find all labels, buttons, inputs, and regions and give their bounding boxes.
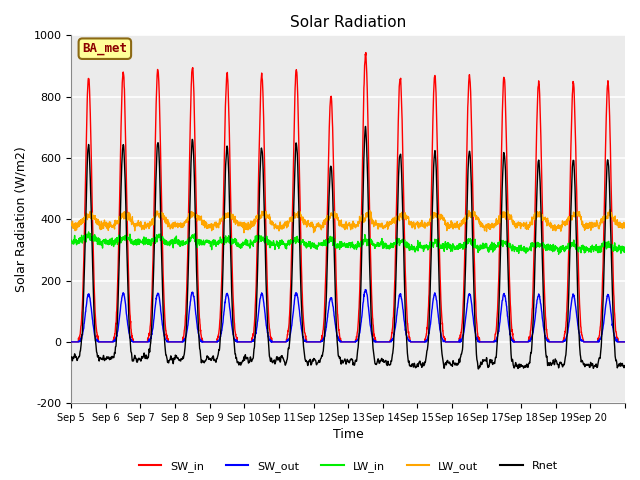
LW_out xyxy=(547,223,554,229)
Legend: SW_in, SW_out, LW_in, LW_out, Rnet: SW_in, SW_out, LW_in, LW_out, Rnet xyxy=(134,456,562,476)
Line: LW_out: LW_out xyxy=(71,210,625,233)
Rnet xyxy=(547,360,554,365)
SW_in xyxy=(67,339,75,345)
Rnet xyxy=(123,237,131,243)
LW_out xyxy=(621,225,629,230)
SW_in xyxy=(242,339,250,345)
LW_in xyxy=(515,243,523,249)
Line: LW_in: LW_in xyxy=(71,232,625,254)
LW_out xyxy=(614,222,621,228)
LW_in xyxy=(67,238,75,244)
SW_out xyxy=(67,339,75,345)
LW_out xyxy=(515,222,523,228)
LW_in xyxy=(621,249,629,254)
SW_in xyxy=(515,339,523,345)
LW_out xyxy=(123,213,131,218)
LW_in xyxy=(555,252,563,257)
Line: Rnet: Rnet xyxy=(71,126,625,369)
Line: SW_out: SW_out xyxy=(71,289,625,342)
SW_out xyxy=(242,339,250,345)
Rnet xyxy=(614,364,621,370)
SW_in xyxy=(381,339,389,345)
LW_in xyxy=(84,229,92,235)
LW_out xyxy=(606,207,614,213)
Y-axis label: Solar Radiation (W/m2): Solar Radiation (W/m2) xyxy=(15,146,28,292)
SW_out xyxy=(621,339,629,345)
Rnet xyxy=(474,366,482,372)
Rnet xyxy=(362,123,369,129)
SW_out xyxy=(381,339,389,345)
LW_in xyxy=(123,234,131,240)
LW_out xyxy=(67,223,75,228)
LW_in xyxy=(381,243,389,249)
SW_in xyxy=(123,188,131,193)
LW_in xyxy=(243,242,250,248)
SW_in xyxy=(362,49,370,55)
LW_in xyxy=(614,247,621,253)
Rnet xyxy=(67,354,75,360)
Text: BA_met: BA_met xyxy=(83,42,127,55)
SW_out xyxy=(123,312,131,318)
LW_in xyxy=(547,242,554,248)
SW_out xyxy=(547,339,554,345)
SW_in xyxy=(614,337,621,343)
SW_out xyxy=(515,339,523,345)
Rnet xyxy=(515,361,523,367)
Rnet xyxy=(381,358,389,364)
SW_out xyxy=(614,339,621,345)
SW_in xyxy=(621,339,629,345)
Rnet xyxy=(621,363,629,369)
Line: SW_in: SW_in xyxy=(71,52,625,342)
LW_out xyxy=(381,224,389,229)
Rnet xyxy=(242,355,250,360)
X-axis label: Time: Time xyxy=(333,429,364,442)
SW_out xyxy=(362,287,369,292)
Title: Solar Radiation: Solar Radiation xyxy=(290,15,406,30)
LW_out xyxy=(240,230,248,236)
LW_out xyxy=(243,223,250,228)
SW_in xyxy=(547,339,554,345)
